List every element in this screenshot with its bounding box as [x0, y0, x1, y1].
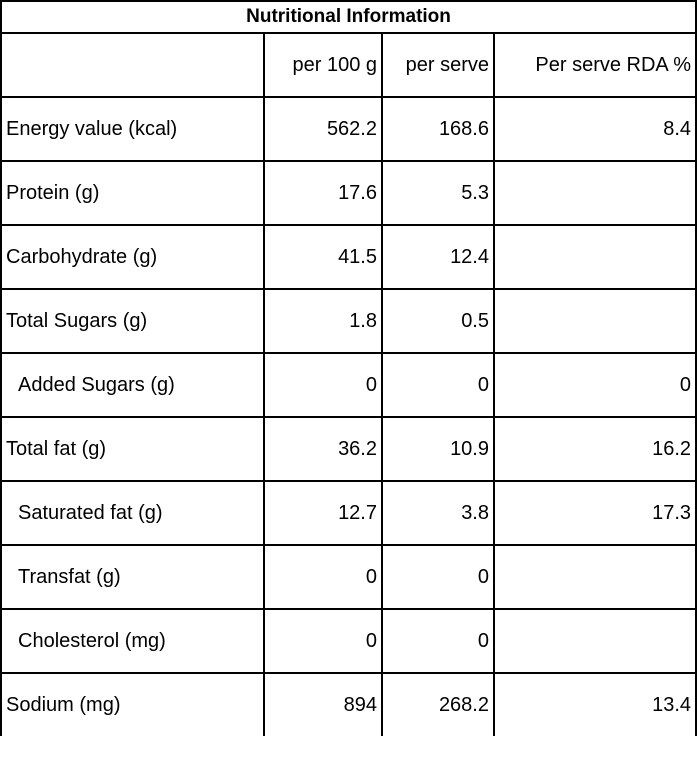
table-row: Sodium (mg) 894 268.2 13.4 — [0, 672, 697, 736]
cell-per-100g: 12.7 — [263, 480, 383, 546]
cell-per-serve: 12.4 — [381, 224, 495, 290]
cell-rda: 16.2 — [492, 416, 697, 482]
table-row: Added Sugars (g) 0 0 0 — [0, 352, 697, 418]
row-label: Sodium (mg) — [0, 672, 265, 736]
table-row: Total fat (g) 36.2 10.9 16.2 — [0, 416, 697, 482]
cell-rda — [492, 224, 697, 290]
cell-rda — [492, 544, 697, 610]
row-label: Cholesterol (mg) — [0, 608, 265, 674]
table-title: Nutritional Information — [0, 0, 697, 34]
cell-per-100g: 0 — [263, 544, 383, 610]
cell-per-serve: 168.6 — [381, 96, 495, 162]
table-row: Total Sugars (g) 1.8 0.5 — [0, 288, 697, 354]
row-label: Total Sugars (g) — [0, 288, 265, 354]
header-cell-label — [0, 32, 265, 98]
cell-rda: 13.4 — [492, 672, 697, 736]
table-row: Transfat (g) 0 0 — [0, 544, 697, 610]
row-label: Transfat (g) — [0, 544, 265, 610]
cell-per-100g: 0 — [263, 608, 383, 674]
cell-per-serve: 0 — [381, 544, 495, 610]
cell-rda: 8.4 — [492, 96, 697, 162]
cell-per-100g: 17.6 — [263, 160, 383, 226]
cell-rda — [492, 608, 697, 674]
cell-per-serve: 3.8 — [381, 480, 495, 546]
cell-per-serve: 0 — [381, 608, 495, 674]
table-row: Cholesterol (mg) 0 0 — [0, 608, 697, 674]
header-cell-per-serve: per serve — [381, 32, 495, 98]
header-row: per 100 g per serve Per serve RDA % — [0, 32, 697, 98]
row-label: Saturated fat (g) — [0, 480, 265, 546]
cell-rda — [492, 288, 697, 354]
cell-per-serve: 0.5 — [381, 288, 495, 354]
row-label: Protein (g) — [0, 160, 265, 226]
table-row: Carbohydrate (g) 41.5 12.4 — [0, 224, 697, 290]
cell-per-serve: 268.2 — [381, 672, 495, 736]
cell-per-100g: 0 — [263, 352, 383, 418]
row-label: Carbohydrate (g) — [0, 224, 265, 290]
cell-per-100g: 41.5 — [263, 224, 383, 290]
table-row: Energy value (kcal) 562.2 168.6 8.4 — [0, 96, 697, 162]
cell-rda: 0 — [492, 352, 697, 418]
cell-rda: 17.3 — [492, 480, 697, 546]
table-row: Protein (g) 17.6 5.3 — [0, 160, 697, 226]
cell-per-serve: 10.9 — [381, 416, 495, 482]
nutrition-table: Nutritional Information per 100 g per se… — [0, 0, 697, 736]
row-label: Energy value (kcal) — [0, 96, 265, 162]
cell-per-100g: 1.8 — [263, 288, 383, 354]
header-cell-rda: Per serve RDA % — [492, 32, 697, 98]
cell-per-100g: 562.2 — [263, 96, 383, 162]
cell-per-100g: 894 — [263, 672, 383, 736]
row-label: Total fat (g) — [0, 416, 265, 482]
row-label: Added Sugars (g) — [0, 352, 265, 418]
cell-per-serve: 5.3 — [381, 160, 495, 226]
table-row: Saturated fat (g) 12.7 3.8 17.3 — [0, 480, 697, 546]
cell-per-serve: 0 — [381, 352, 495, 418]
header-cell-per-100g: per 100 g — [263, 32, 383, 98]
cell-rda — [492, 160, 697, 226]
cell-per-100g: 36.2 — [263, 416, 383, 482]
